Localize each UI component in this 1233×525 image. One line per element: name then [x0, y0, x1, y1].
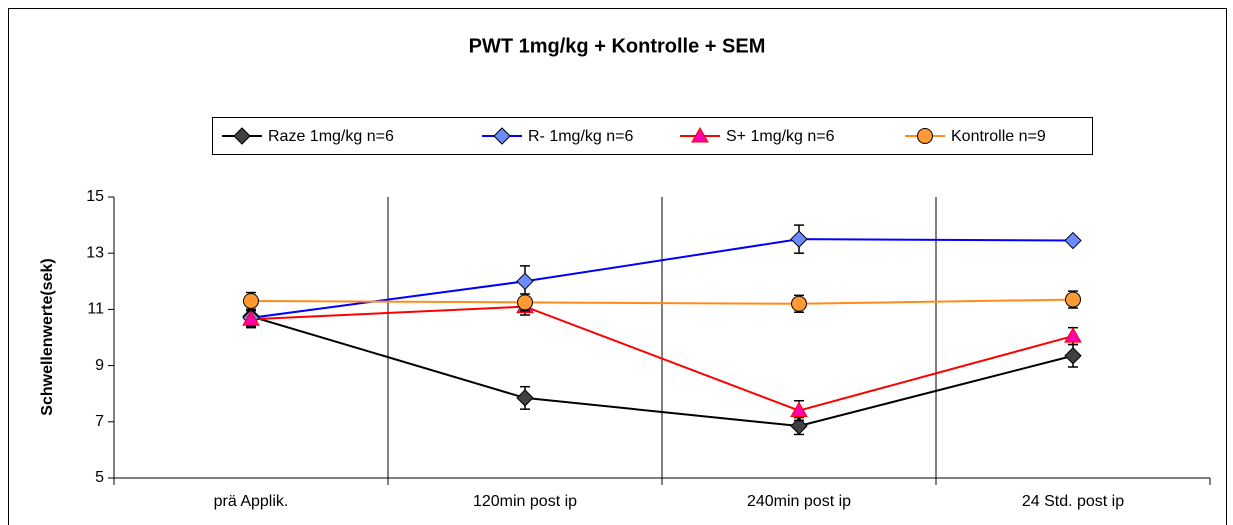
- marker: [516, 272, 534, 291]
- marker: [691, 126, 709, 143]
- marker: [493, 127, 511, 145]
- legend-box: [212, 117, 1093, 155]
- legend-label: Raze 1mg/kg n=6: [268, 128, 394, 145]
- y-tick-label: 11: [87, 301, 104, 318]
- marker: [243, 292, 259, 309]
- legend-label: Kontrolle n=9: [951, 128, 1046, 145]
- x-tick-label: prä Applik.: [214, 493, 289, 510]
- chart-title: PWT 1mg/kg + Kontrolle + SEM: [469, 35, 766, 57]
- series-line: [250, 305, 1074, 412]
- marker: [790, 401, 808, 418]
- marker: [242, 310, 260, 326]
- marker: [1064, 231, 1082, 250]
- marker: [233, 127, 251, 145]
- marker: [790, 417, 808, 435]
- marker: [1064, 327, 1082, 343]
- y-axis-label: Schwellenwerte(sek): [39, 258, 56, 415]
- x-tick-label: 120min post ip: [473, 493, 577, 510]
- y-tick-label: 7: [95, 413, 104, 430]
- marker: [1064, 347, 1082, 365]
- marker: [917, 128, 933, 144]
- legend-label: S+ 1mg/kg n=6: [726, 128, 835, 145]
- marker: [791, 295, 807, 312]
- y-tick-label: 9: [95, 357, 104, 374]
- y-tick-label: 15: [86, 188, 104, 205]
- series-line: [250, 315, 1074, 428]
- x-tick-label: 24 Std. post ip: [1022, 493, 1124, 510]
- marker: [790, 230, 808, 248]
- marker: [516, 389, 534, 407]
- x-tick-label: 240min post ip: [747, 493, 851, 510]
- y-tick-label: 5: [95, 469, 104, 486]
- series-line: [250, 298, 1074, 305]
- legend-label: R- 1mg/kg n=6: [528, 128, 633, 145]
- y-tick-label: 13: [86, 244, 104, 261]
- marker: [1065, 291, 1081, 308]
- marker: [517, 294, 533, 311]
- series-line: [250, 238, 1074, 319]
